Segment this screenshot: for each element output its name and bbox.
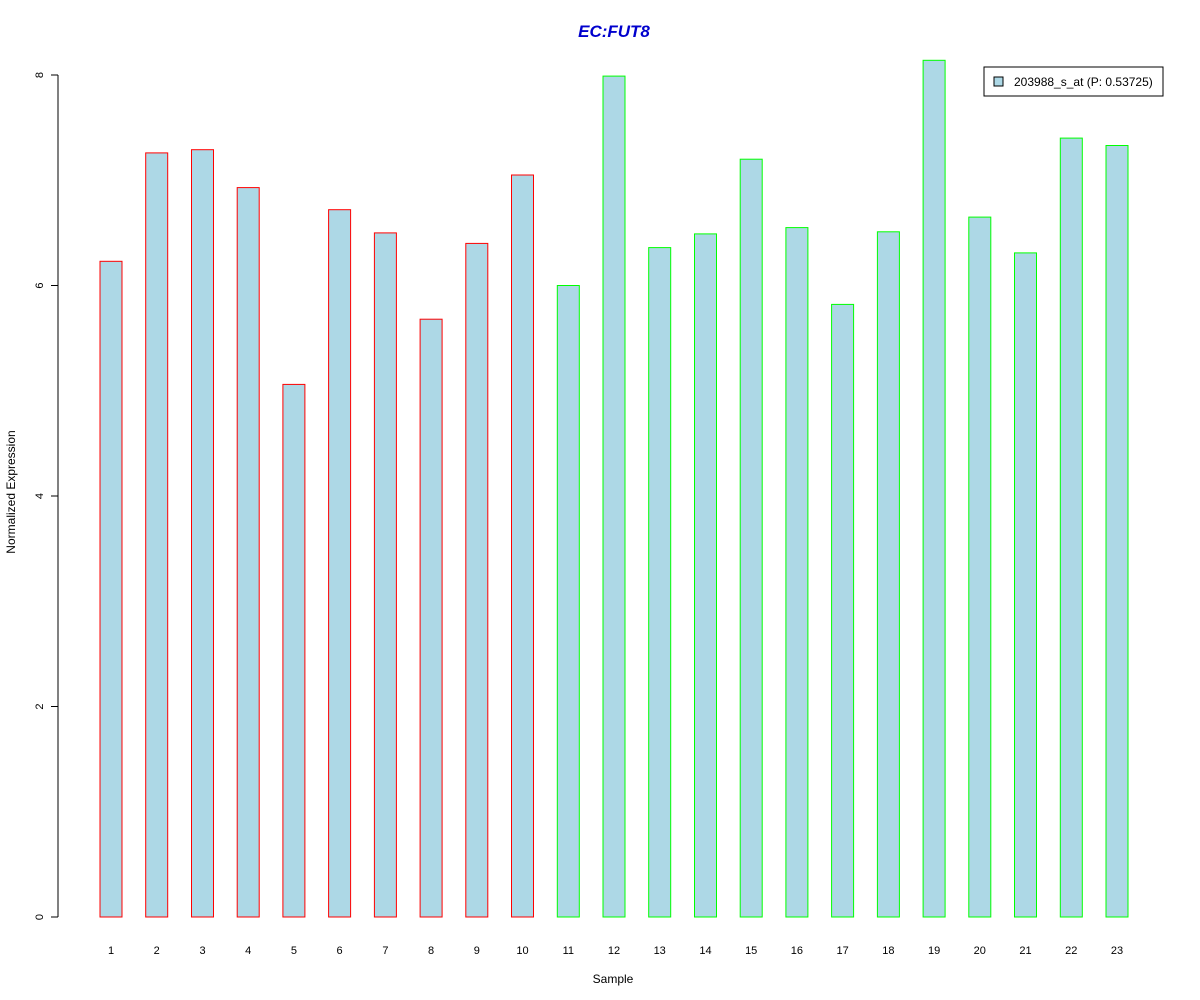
x-tick-label: 13: [654, 945, 666, 957]
bar-sample-16: [785, 227, 809, 918]
bar-sample-19: [922, 59, 946, 918]
bar-sample-17: [831, 303, 855, 918]
x-tick-label: 18: [882, 945, 894, 957]
x-tick-label: 1: [108, 945, 114, 957]
x-axis-label: Sample: [593, 972, 634, 986]
x-tick-label: 4: [245, 945, 251, 957]
bar-sample-6: [328, 209, 352, 918]
x-tick-label: 3: [199, 945, 205, 957]
bar-sample-14: [694, 233, 717, 918]
x-tick-label: 9: [474, 945, 480, 957]
x-tick-label: 23: [1111, 945, 1123, 957]
x-tick-label: 8: [428, 945, 434, 957]
y-tick-label: 8: [34, 72, 46, 78]
x-tick-label: 17: [836, 945, 848, 957]
x-tick-label: 5: [291, 945, 297, 957]
x-tick-label: 10: [516, 945, 528, 957]
bar-sample-10: [511, 174, 534, 918]
bar-sample-20: [968, 216, 992, 918]
legend-box: [983, 66, 1164, 97]
bar-sample-8: [419, 318, 443, 918]
y-axis-label: Normalized Expression: [4, 430, 18, 553]
bar-sample-4: [236, 187, 260, 918]
bar-sample-7: [373, 232, 397, 918]
legend-label: 203988_s_at (P: 0.53725): [1014, 75, 1153, 89]
bar-sample-1: [99, 260, 123, 918]
x-tick-label: 12: [608, 945, 620, 957]
bar-sample-22: [1059, 137, 1083, 918]
x-tick-label: 6: [337, 945, 343, 957]
bar-sample-3: [191, 149, 214, 918]
x-tick-label: 22: [1065, 945, 1077, 957]
x-tick-label: 16: [791, 945, 803, 957]
x-tick-label: 11: [563, 945, 574, 957]
y-tick-label: 4: [34, 493, 46, 499]
bar-sample-9: [465, 242, 489, 918]
bar-sample-18: [876, 231, 900, 918]
y-tick-label: 6: [34, 282, 46, 288]
x-tick-label: 7: [382, 945, 388, 957]
y-tick-label: 2: [34, 703, 46, 709]
bar-sample-13: [648, 247, 672, 918]
bar-sample-15: [739, 158, 763, 918]
bar-sample-5: [282, 383, 306, 918]
x-tick-label: 14: [699, 945, 711, 957]
bar-sample-2: [145, 152, 169, 918]
y-tick-label: 0: [34, 914, 46, 920]
x-tick-label: 2: [154, 945, 160, 957]
x-tick-labels: 1 2 3 4 5 6 7 8 9 10 11 12 13 14 15 16 17 18 19 20 21 22 23: [108, 945, 1123, 957]
chart-title: EC:FUT8: [578, 22, 650, 41]
x-tick-label: 21: [1019, 945, 1031, 957]
x-tick-label: 19: [928, 945, 940, 957]
bar-sample-11: [556, 285, 580, 918]
legend-swatch: [993, 76, 1004, 87]
legend: 203988_s_at (P: 0.53725): [983, 66, 1164, 97]
bar-sample-21: [1014, 252, 1037, 918]
x-tick-label: 15: [745, 945, 757, 957]
y-axis: 0 2 4 6 8: [34, 72, 59, 920]
bar-sample-12: [602, 75, 626, 918]
x-tick-label: 20: [974, 945, 986, 957]
bar-sample-23: [1105, 145, 1129, 918]
bars: [99, 59, 1129, 918]
